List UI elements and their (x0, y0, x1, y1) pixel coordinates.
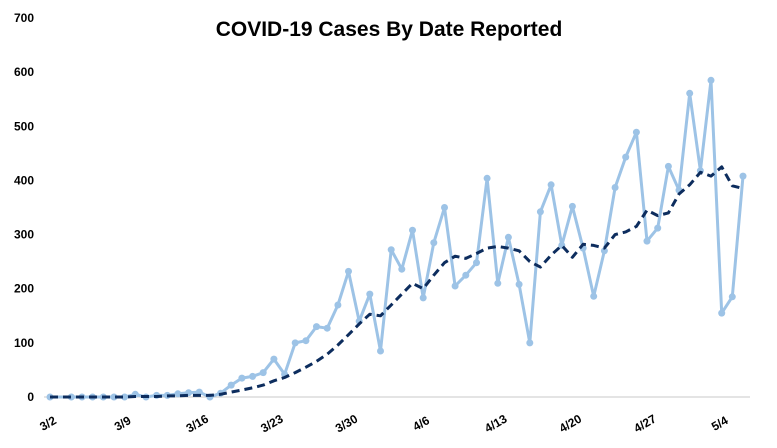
daily-cases-point (387, 246, 395, 254)
daily-cases-point (739, 172, 747, 180)
y-tick-label: 0 (27, 390, 34, 404)
x-tick-label: 4/13 (482, 411, 510, 435)
chart-title: COVID-19 Cases By Date Reported (216, 18, 563, 41)
y-tick-label: 300 (14, 228, 34, 242)
daily-cases-point (536, 208, 544, 216)
x-tick-label: 3/23 (258, 411, 286, 435)
daily-cases-line (50, 78, 745, 399)
x-tick-label: 5/4 (709, 413, 731, 434)
daily-cases-point (664, 162, 672, 170)
daily-cases-point (334, 301, 342, 309)
daily-cases-point (473, 259, 480, 267)
moving-average-line (50, 165, 744, 399)
daily-cases-point (366, 290, 374, 298)
daily-cases-point (483, 174, 491, 182)
daily-cases-point (377, 347, 384, 355)
daily-cases-point (345, 267, 352, 275)
x-tick-label: 3/2 (37, 413, 59, 434)
x-tick-label: 3/30 (333, 411, 361, 435)
daily-cases-point (568, 202, 576, 210)
daily-cases-point (600, 247, 608, 255)
x-tick-label: 4/6 (410, 413, 432, 434)
x-axis-ticks: 3/2 3/9 3/16 3/23 3/30 4/6 4/13 4/20 4/27 5/4 (37, 411, 730, 435)
daily-cases-point (398, 265, 406, 273)
daily-cases-point (270, 355, 278, 363)
daily-cases-point (302, 337, 310, 345)
daily-cases-point (238, 374, 246, 382)
daily-cases-point (547, 181, 555, 189)
y-tick-label: 100 (14, 336, 34, 350)
daily-cases-point (462, 271, 470, 279)
daily-cases-point (67, 393, 75, 401)
daily-cases-point (504, 233, 512, 241)
daily-cases-point (195, 388, 203, 396)
y-axis-ticks: 0 100 200 300 400 500 600 700 (14, 11, 34, 404)
daily-cases-point (707, 76, 715, 84)
daily-cases-point (174, 390, 182, 398)
daily-cases-point (259, 369, 267, 377)
daily-cases-point (291, 339, 299, 347)
daily-cases-point (409, 226, 416, 234)
daily-cases-point (526, 339, 534, 347)
daily-cases-point (718, 309, 726, 317)
daily-cases-point (110, 393, 118, 401)
daily-cases-point (249, 372, 257, 380)
x-tick-label: 4/27 (631, 411, 659, 435)
daily-cases-point (686, 89, 694, 97)
daily-cases-markers (46, 76, 747, 401)
y-tick-label: 400 (14, 173, 34, 187)
daily-cases-point (632, 128, 640, 136)
daily-cases-point (419, 294, 427, 302)
y-tick-label: 200 (14, 282, 34, 296)
daily-cases-point (515, 280, 523, 288)
x-tick-label: 3/16 (184, 411, 212, 435)
y-tick-label: 700 (14, 11, 34, 25)
daily-cases-point (313, 323, 320, 331)
x-tick-label: 4/20 (557, 411, 585, 435)
daily-cases-point (227, 381, 235, 389)
daily-cases-point (494, 279, 502, 287)
y-tick-label: 500 (14, 119, 34, 133)
daily-cases-point (590, 292, 598, 300)
daily-cases-point (622, 153, 630, 161)
daily-cases-point (611, 184, 619, 191)
x-tick-label: 3/9 (112, 413, 134, 434)
daily-cases-point (441, 204, 448, 211)
daily-cases-point (323, 324, 331, 332)
daily-cases-point (728, 293, 736, 301)
y-tick-label: 600 (14, 65, 34, 79)
daily-cases-point (121, 393, 129, 401)
daily-cases-point (451, 282, 459, 290)
daily-cases-point (643, 237, 651, 245)
daily-cases-point (430, 239, 438, 247)
daily-cases-point (654, 224, 662, 232)
